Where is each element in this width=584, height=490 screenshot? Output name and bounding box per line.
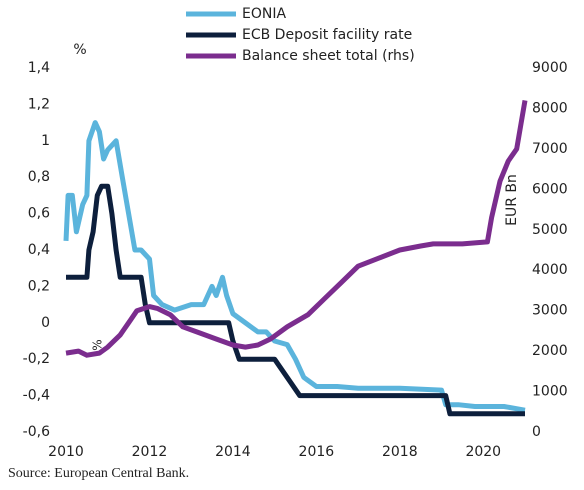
line-series — [63, 120, 526, 413]
y-axis-label: % — [73, 42, 86, 58]
y2-tick-label: 3000 — [532, 303, 568, 319]
y-tick-label: -0,4 — [23, 388, 50, 404]
y-tick-label: 0,6 — [28, 206, 50, 222]
y2-tick-label: 9000 — [532, 60, 568, 76]
y-tick-label: 1,4 — [28, 60, 50, 76]
line-series — [65, 99, 528, 358]
x-tick-label: 2010 — [48, 444, 84, 460]
y-tick-label: -0,2 — [23, 351, 50, 367]
y-tick-label: 0,8 — [28, 169, 50, 185]
y2-tick-label: 6000 — [532, 181, 568, 197]
line-series — [66, 183, 525, 417]
x-tick-label: 2012 — [132, 444, 168, 460]
annotation: % — [91, 339, 105, 350]
y-tick-label: 1,2 — [28, 96, 50, 112]
legend-label: EONIA — [242, 6, 286, 22]
x-tick-label: 2018 — [382, 444, 418, 460]
y2-tick-label: 2000 — [532, 343, 568, 359]
y-tick-label: 0,2 — [28, 278, 50, 294]
y2-axis-label: EUR Bn — [504, 174, 520, 226]
y2-tick-label: 5000 — [532, 222, 568, 238]
x-tick-label: 2016 — [299, 444, 335, 460]
y-tick-label: 0 — [41, 315, 50, 331]
y-tick-label: 0,4 — [28, 242, 50, 258]
y-tick-label: -0,6 — [23, 424, 50, 440]
source: Source: European Central Bank. — [8, 466, 189, 481]
y2-tick-label: 4000 — [532, 262, 568, 278]
y-tick-label: 1 — [41, 133, 50, 149]
y2-tick-label: 8000 — [532, 100, 568, 116]
legend-label: ECB Deposit facility rate — [242, 27, 412, 43]
y2-tick-label: 1000 — [532, 384, 568, 400]
x-tick-label: 2014 — [215, 444, 251, 460]
y2-tick-label: 7000 — [532, 141, 568, 157]
x-tick-label: 2020 — [465, 444, 501, 460]
legend-label: Balance sheet total (rhs) — [242, 48, 415, 64]
y2-tick-label: 0 — [532, 424, 541, 440]
